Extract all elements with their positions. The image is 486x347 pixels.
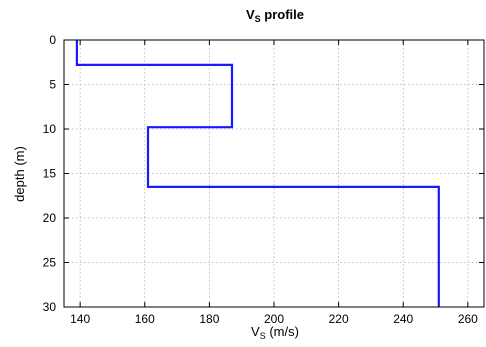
vs-profile-line [75,40,440,307]
y-axis-label: depth (m) [12,146,27,202]
x-tick-label: 140 [70,312,90,326]
y-tick-label: 10 [43,122,57,136]
x-tick-label: 160 [135,312,155,326]
x-tick-label: 180 [199,312,219,326]
y-tick-label: 30 [43,300,57,314]
axis-ticks: 140 160 180 200 220 240 260 0 5 10 15 20 25 30 [43,33,484,326]
y-tick-label: 5 [49,78,56,92]
grid [64,39,484,308]
x-tick-label: 260 [458,312,478,326]
x-tick-label: 200 [264,312,284,326]
x-tick-label: 220 [329,312,349,326]
x-tick-label: 240 [393,312,413,326]
y-tick-label: 15 [43,167,57,181]
y-tick-label: 25 [43,256,57,270]
series-layer [75,40,440,307]
y-tick-label: 20 [43,211,57,225]
y-tick-label: 0 [49,33,56,47]
x-axis-label: VS (m/s) [251,324,299,341]
chart-title: VS profile [246,7,304,24]
